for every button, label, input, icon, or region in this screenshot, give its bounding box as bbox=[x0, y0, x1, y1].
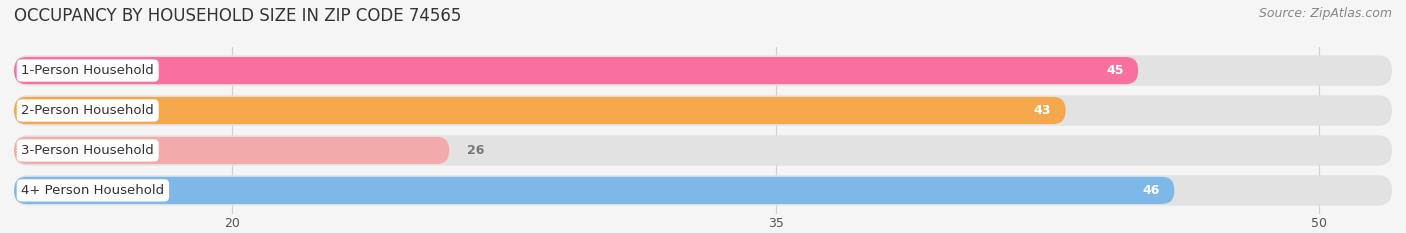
Text: 26: 26 bbox=[467, 144, 485, 157]
Text: 43: 43 bbox=[1033, 104, 1052, 117]
Text: 46: 46 bbox=[1143, 184, 1160, 197]
FancyBboxPatch shape bbox=[14, 137, 449, 164]
FancyBboxPatch shape bbox=[14, 55, 1392, 86]
Text: Source: ZipAtlas.com: Source: ZipAtlas.com bbox=[1258, 7, 1392, 20]
FancyBboxPatch shape bbox=[14, 57, 1137, 84]
Text: 3-Person Household: 3-Person Household bbox=[21, 144, 155, 157]
Text: 1-Person Household: 1-Person Household bbox=[21, 64, 155, 77]
FancyBboxPatch shape bbox=[14, 97, 1066, 124]
Text: OCCUPANCY BY HOUSEHOLD SIZE IN ZIP CODE 74565: OCCUPANCY BY HOUSEHOLD SIZE IN ZIP CODE … bbox=[14, 7, 461, 25]
FancyBboxPatch shape bbox=[14, 95, 1392, 126]
FancyBboxPatch shape bbox=[14, 177, 1174, 204]
Text: 4+ Person Household: 4+ Person Household bbox=[21, 184, 165, 197]
Text: 2-Person Household: 2-Person Household bbox=[21, 104, 155, 117]
Text: 45: 45 bbox=[1107, 64, 1123, 77]
FancyBboxPatch shape bbox=[14, 135, 1392, 166]
FancyBboxPatch shape bbox=[14, 175, 1392, 206]
